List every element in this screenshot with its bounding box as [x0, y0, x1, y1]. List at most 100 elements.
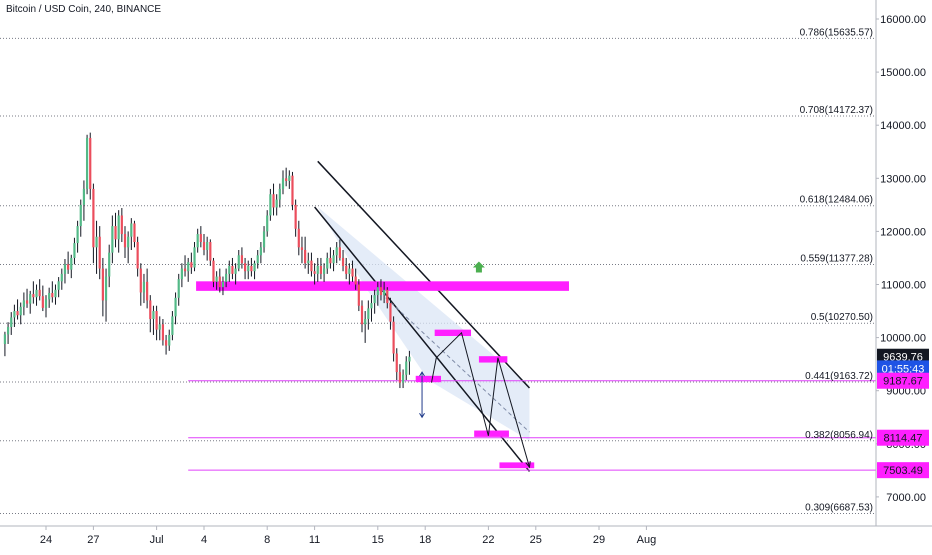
candle-body [395, 353, 398, 373]
candle-body [405, 361, 408, 375]
candle-body [237, 255, 240, 269]
candle-body [57, 281, 60, 290]
candle-body [348, 268, 351, 274]
time-tick-label: 11 [309, 534, 320, 546]
price-label-text: 9187.67 [883, 376, 923, 388]
price-label-box [877, 360, 929, 377]
candle-body [168, 334, 171, 346]
candle-body [247, 265, 250, 272]
candle-body [92, 188, 95, 248]
candle-body [76, 226, 79, 244]
candle-body [3, 334, 7, 344]
time-tick-label: 29 [593, 534, 605, 546]
fib-level-label: 0.441(9163.72) [805, 371, 873, 382]
candle-body [79, 204, 82, 227]
candle-body [228, 265, 231, 274]
channel-lower-line [314, 206, 531, 472]
time-tick-label: 22 [482, 534, 494, 546]
candle-body [383, 289, 386, 296]
candle-body [278, 188, 281, 200]
candle-body [319, 265, 323, 274]
price-label-box [877, 372, 929, 389]
candles-layer [3, 132, 411, 389]
fib-labels-layer: 0.786(15635.57) 0.708(14172.37) 0.618(1248… [800, 27, 873, 513]
projection-path [431, 331, 530, 468]
candle-body [67, 264, 70, 270]
candle-body [51, 292, 54, 298]
candle-body [291, 175, 294, 205]
candle-body [180, 268, 183, 280]
candle-body [60, 273, 63, 282]
candle-body [332, 255, 335, 264]
candle-body [89, 137, 92, 189]
candle-body [206, 242, 209, 250]
candle-body [158, 324, 161, 330]
candle-body [335, 247, 338, 256]
price-label-box [877, 462, 929, 479]
candle-body [234, 268, 237, 274]
candle-body [187, 262, 190, 272]
candle-body [357, 284, 360, 306]
candle-body [41, 296, 44, 308]
candle-body [73, 243, 76, 258]
target-zone [474, 430, 509, 437]
candle-body [139, 268, 142, 293]
candle-body [146, 281, 149, 301]
candle-body [22, 300, 25, 307]
candle-body [104, 276, 108, 301]
candle-body [35, 289, 38, 298]
resistance-zone [196, 281, 569, 291]
fib-level-label: 0.309(6687.53) [805, 502, 873, 513]
candle-body [171, 316, 174, 335]
candle-body [6, 326, 10, 335]
price-tick-label: 11000.00 [881, 280, 926, 292]
price-label-text: 8114.47 [884, 433, 923, 445]
candle-body [326, 257, 329, 269]
candle-body [193, 247, 196, 268]
candle-body [48, 292, 51, 300]
price-tick-label: 7000.00 [886, 492, 926, 504]
candle-body [354, 276, 357, 285]
symbol-title: Bitcoin / USD Coin, 240, BINANCE [6, 4, 162, 15]
range-arrow-bottom [419, 412, 425, 419]
candle-body [218, 276, 221, 288]
candle-body [209, 242, 212, 261]
candle-body [70, 257, 73, 270]
price-label-text: 01:55:43 [882, 363, 925, 375]
price-tick-label: 10000.00 [880, 333, 926, 345]
target-zone [434, 329, 472, 337]
fib-level-label: 0.382(8056.94) [805, 430, 873, 441]
candle-body [10, 317, 13, 327]
candle-body [120, 215, 123, 235]
candle-body [281, 178, 285, 189]
candle-body [16, 311, 19, 316]
candle-body [297, 228, 300, 248]
time-tick-label: 4 [201, 534, 207, 546]
candle-body [307, 260, 310, 264]
candle-body [32, 294, 35, 298]
candle-body [127, 236, 130, 248]
candle-body [38, 289, 41, 297]
channel-upper-line [317, 160, 531, 389]
candle-body [294, 204, 297, 229]
candle-body [44, 299, 48, 308]
candle-body [174, 297, 177, 317]
candle-body [401, 374, 405, 383]
channel-layer [314, 160, 531, 472]
candle-body [256, 255, 259, 264]
price-tick-label: 12000.00 [880, 226, 926, 238]
price-tick-label: 13000.00 [880, 173, 926, 185]
candle-body [259, 247, 262, 256]
candle-body [212, 260, 215, 282]
candle-body [373, 295, 376, 304]
candle-body [316, 265, 319, 274]
candle-body [130, 223, 133, 237]
fib-level-label: 0.618(12484.06) [800, 195, 873, 206]
time-tick-label: 24 [40, 534, 52, 546]
candle-body [215, 276, 218, 282]
candle-body [190, 262, 193, 268]
candle-body [376, 287, 379, 296]
candle-body [364, 319, 367, 325]
